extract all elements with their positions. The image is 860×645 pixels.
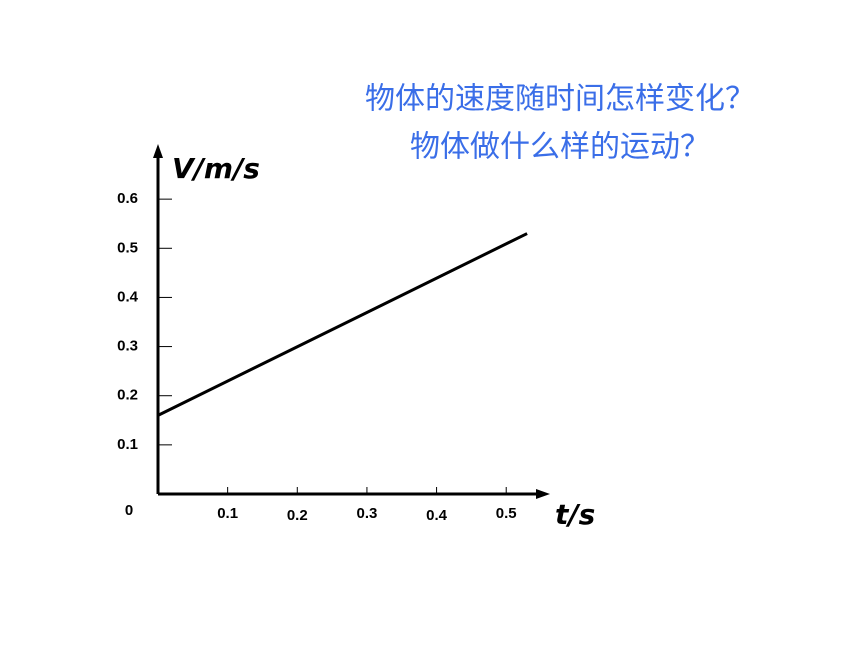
y-axis-arrow xyxy=(153,144,163,158)
x-tick-label: 0.5 xyxy=(496,505,517,522)
y-axis-label: V/m/s xyxy=(172,152,260,185)
y-tick-label: 0.2 xyxy=(117,387,138,404)
x-axis-label: t/s xyxy=(555,498,595,531)
y-tick-label: 0.1 xyxy=(117,436,138,453)
x-tick-label: 0.1 xyxy=(217,505,238,522)
x-tick-label: 0.4 xyxy=(426,507,448,524)
question-line-1: 物体的速度随时间怎样变化？ xyxy=(365,82,755,117)
x-axis-arrow xyxy=(536,489,550,499)
x-tick-label: 0.3 xyxy=(356,505,377,522)
y-tick-label: 0.4 xyxy=(117,288,139,305)
data-line xyxy=(157,232,528,417)
y-tick-label: 0.3 xyxy=(117,338,138,355)
origin-label: 0 xyxy=(125,502,133,519)
y-tick-label: 0.5 xyxy=(117,239,138,256)
x-tick-label: 0.2 xyxy=(287,507,308,524)
y-tick-label: 0.6 xyxy=(117,190,138,207)
question-line-2: 物体做什么样的运动？ xyxy=(410,130,710,165)
